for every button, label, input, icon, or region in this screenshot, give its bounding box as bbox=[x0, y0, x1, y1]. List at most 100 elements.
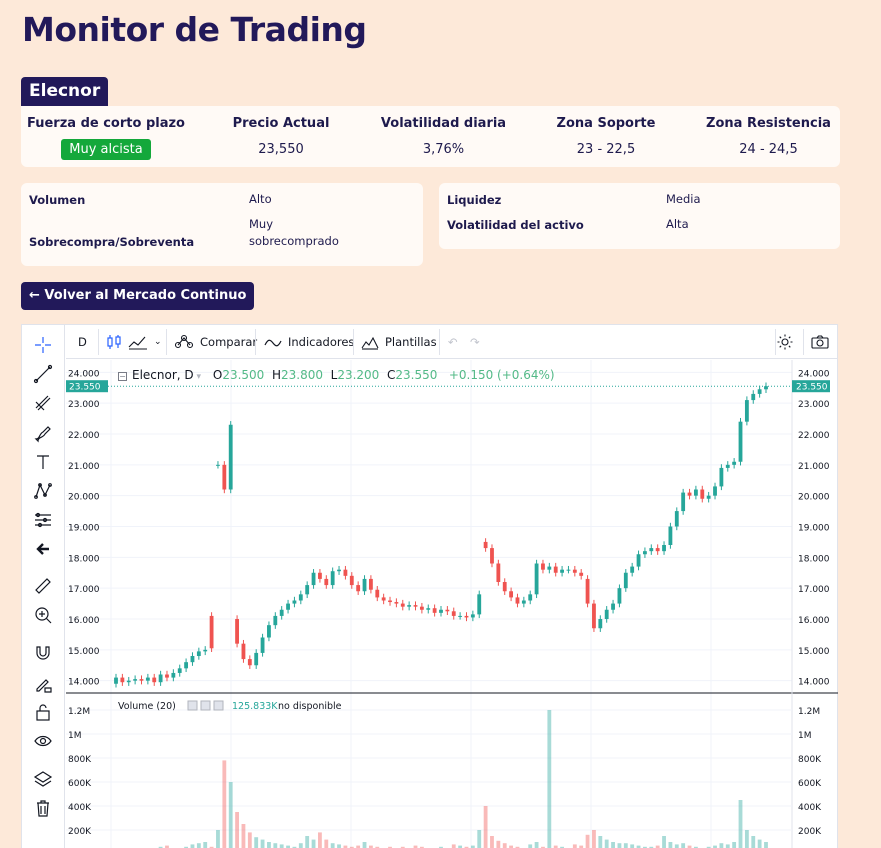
candles-icon[interactable] bbox=[106, 325, 122, 359]
volume-bar bbox=[560, 846, 564, 848]
volume-tick-right: 400K bbox=[798, 803, 822, 813]
price-tick-left: 19.000 bbox=[68, 524, 100, 534]
volume-bar bbox=[254, 837, 259, 848]
layers-icon[interactable] bbox=[30, 767, 56, 791]
volume-legend-value: 125.833K bbox=[232, 701, 278, 712]
unlock-icon[interactable] bbox=[30, 700, 56, 724]
candle-body bbox=[611, 603, 615, 610]
lock-drawing-icon[interactable] bbox=[30, 671, 56, 695]
open-value: 23.500 bbox=[222, 368, 265, 382]
arrow-left-icon[interactable] bbox=[30, 537, 56, 561]
candle-body bbox=[445, 609, 450, 612]
candle-body bbox=[318, 572, 322, 579]
candle-body bbox=[126, 680, 131, 683]
fib-tool-icon[interactable] bbox=[30, 391, 56, 415]
settings-gear-icon[interactable] bbox=[776, 325, 794, 359]
close-value: 23.550 bbox=[395, 368, 438, 382]
sobre-label: Sobrecompra/Sobreventa bbox=[29, 235, 195, 249]
candle-body bbox=[216, 464, 220, 466]
volume-bar bbox=[592, 830, 596, 848]
trash-icon[interactable] bbox=[30, 796, 56, 820]
liquidez-value: Media bbox=[666, 192, 701, 206]
candle-body bbox=[662, 545, 666, 552]
text-tool-icon[interactable] bbox=[30, 450, 56, 474]
candle-body bbox=[547, 566, 552, 570]
crosshair-icon[interactable] bbox=[30, 333, 56, 357]
indicators-button[interactable]: Indicadores bbox=[264, 325, 354, 359]
volume-bar bbox=[368, 845, 373, 848]
candle-body bbox=[732, 461, 737, 465]
camera-icon[interactable] bbox=[810, 325, 830, 359]
magnet-icon[interactable] bbox=[30, 641, 56, 665]
soporte-label: Zona Soporte bbox=[556, 116, 656, 131]
volatilidad-value: 3,76% bbox=[422, 142, 465, 157]
volume-bar bbox=[496, 840, 501, 848]
compare-button[interactable]: Comparar bbox=[174, 325, 257, 359]
liquidez-label: Liquidez bbox=[447, 193, 502, 207]
templates-button[interactable]: Plantillas bbox=[361, 325, 437, 359]
volume-bar bbox=[362, 842, 367, 848]
summary-card: Fuerza de corto plazo Muy alcista Precio… bbox=[21, 106, 840, 167]
candle-body bbox=[222, 464, 227, 490]
volume-tick-left: 800K bbox=[68, 755, 92, 765]
prediction-icon[interactable] bbox=[30, 508, 56, 532]
candle-body bbox=[738, 421, 743, 462]
volume-bar bbox=[693, 846, 698, 848]
candle-body bbox=[687, 492, 692, 496]
last-price-badge-right bbox=[792, 380, 830, 393]
candle-body bbox=[228, 424, 233, 490]
info-card-right: Liquidez Media Volatilidad del activo Al… bbox=[439, 183, 840, 249]
interval-button[interactable]: D bbox=[78, 335, 87, 349]
price-tick-right: 15.000 bbox=[798, 647, 830, 657]
volume-bar bbox=[267, 842, 271, 848]
resistencia-label: Zona Resistencia bbox=[706, 116, 831, 131]
volume-bar bbox=[464, 846, 469, 848]
volume-legend-label: Volume (20) bbox=[118, 701, 176, 712]
area-chart-icon[interactable] bbox=[128, 325, 148, 359]
candle-body bbox=[419, 606, 424, 610]
change-value: +0.150 (+0.64%) bbox=[448, 368, 555, 382]
collapse-legend-icon[interactable]: − bbox=[118, 372, 127, 381]
volume-bar bbox=[400, 846, 405, 848]
volume-tick-right: 800K bbox=[798, 755, 822, 765]
last-price-label-right: 23.550 bbox=[796, 383, 828, 393]
last-price-label-left: 23.550 bbox=[69, 383, 101, 393]
eye-icon[interactable] bbox=[30, 729, 56, 753]
back-to-mercado-button[interactable]: ← Volver al Mercado Continuo bbox=[21, 282, 255, 310]
pattern-icon[interactable] bbox=[30, 479, 56, 503]
volume-tick-right: 1.2M bbox=[798, 707, 820, 717]
volatilidad-activo-label: Volatilidad del activo bbox=[447, 218, 584, 232]
zoom-in-icon[interactable] bbox=[30, 603, 56, 627]
candle-body bbox=[267, 625, 271, 638]
price-tick-right: 21.000 bbox=[798, 462, 830, 472]
volume-settings-icon bbox=[187, 700, 198, 711]
chart-widget: D ⌄ Comparar Indicadores Plantillas ↶ ↷ bbox=[21, 324, 838, 848]
volume-bar bbox=[732, 842, 737, 848]
volume-bar bbox=[674, 844, 679, 848]
volume-tick-right: 1M bbox=[798, 731, 812, 741]
candle-body bbox=[368, 578, 373, 590]
candle-body bbox=[349, 575, 354, 586]
price-tick-right: 16.000 bbox=[798, 616, 830, 626]
low-value: 23.200 bbox=[337, 368, 380, 382]
chevron-down-icon[interactable]: ⌄ bbox=[154, 337, 162, 347]
info-card-left: Volumen Alto Sobrecompra/Sobreventa Muy … bbox=[21, 183, 423, 266]
volume-bar bbox=[649, 846, 654, 848]
volume-bar bbox=[165, 845, 169, 848]
undo-icon[interactable]: ↶ bbox=[448, 335, 458, 349]
candle-body bbox=[177, 668, 182, 673]
ruler-icon[interactable] bbox=[30, 574, 56, 598]
trend-line-icon[interactable] bbox=[30, 362, 56, 386]
brush-icon[interactable] bbox=[30, 421, 56, 445]
price-chart[interactable]: 24.000 24.000 23.000 23.000 22.000 22.000 21.0… bbox=[66, 360, 838, 848]
candle-body bbox=[260, 637, 265, 653]
candle-body bbox=[585, 578, 590, 604]
candle-body bbox=[477, 594, 482, 615]
candle-body bbox=[502, 582, 507, 592]
volume-bar bbox=[343, 845, 348, 848]
volume-bar bbox=[502, 843, 507, 848]
candle-body bbox=[566, 569, 571, 571]
volume-bar bbox=[247, 832, 252, 848]
chart-area[interactable]: 24.000 24.000 23.000 23.000 22.000 22.000 21.0… bbox=[66, 360, 838, 848]
redo-icon[interactable]: ↷ bbox=[470, 335, 480, 349]
